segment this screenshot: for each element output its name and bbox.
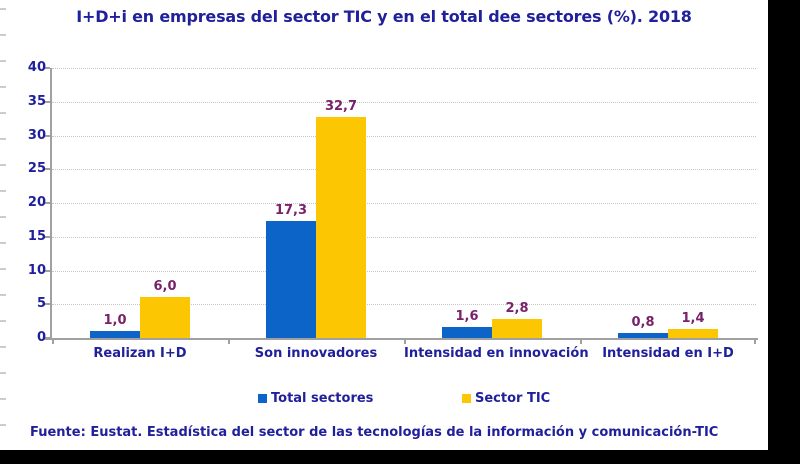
gridline-25	[52, 169, 756, 171]
y-axis-label: 40	[27, 60, 46, 75]
x-axis-tick	[580, 340, 582, 344]
bar-total-sectores	[618, 333, 668, 338]
bottom-black-mask	[0, 450, 800, 464]
category-label: Intensidad en I+D	[602, 346, 734, 361]
y-axis-label: 25	[27, 161, 46, 177]
bar-total-sectores	[442, 327, 492, 338]
legend-item-sector-tic: Sector TIC	[462, 389, 550, 407]
bar-sector-tic	[316, 117, 366, 338]
bar-sector-tic	[492, 319, 542, 338]
category-label: Realizan I+D	[93, 346, 187, 361]
left-edge-tick	[0, 216, 6, 218]
y-axis-tick	[44, 269, 50, 272]
y-axis-tick	[44, 202, 50, 204]
left-edge-tick	[0, 34, 6, 36]
left-edge-tick	[0, 398, 6, 400]
x-axis-tick	[754, 340, 756, 344]
left-edge-tick	[0, 372, 6, 374]
left-edge-tick	[0, 60, 6, 62]
right-black-mask	[768, 0, 800, 464]
gridline-15	[52, 236, 756, 238]
y-axis-label: 0	[36, 330, 46, 345]
left-edge-tick	[0, 242, 6, 244]
y-axis-label: 15	[27, 228, 46, 244]
category-label: Son innovadores	[254, 346, 378, 361]
y-axis-label: 20	[27, 195, 46, 210]
bar-sector-tic	[140, 297, 190, 338]
gridline-35	[52, 101, 756, 103]
gridline-10	[52, 270, 756, 272]
chart-legend: Total sectores Sector TIC	[0, 389, 768, 407]
gridline-30	[52, 135, 756, 137]
y-axis-label: 10	[27, 262, 46, 278]
bar-sector-tic	[668, 329, 718, 338]
y-axis-tick	[44, 168, 50, 171]
bar-value-label: 6,0	[153, 279, 177, 294]
gridline-20	[52, 203, 756, 204]
bar-total-sectores	[90, 331, 140, 338]
left-edge-tick	[0, 294, 6, 296]
left-edge-tick	[0, 112, 6, 114]
y-axis-tick	[44, 337, 50, 339]
gridline-5	[52, 304, 756, 306]
y-axis-tick	[44, 303, 50, 306]
y-axis-tick	[44, 67, 50, 69]
left-edge-tick	[0, 86, 6, 88]
legend-label: Sector TIC	[475, 390, 551, 406]
legend-label: Total sectores	[271, 390, 374, 406]
left-edge-tick	[0, 320, 6, 322]
bar-value-label: 2,8	[505, 301, 529, 316]
x-axis-tick	[52, 340, 54, 344]
legend-swatch-blue	[258, 393, 267, 403]
y-axis-tick	[44, 235, 50, 238]
y-axis-label: 5	[36, 296, 46, 312]
left-edge-tick	[0, 190, 6, 192]
source-note: Fuente: Eustat. Estadística del sector d…	[30, 425, 719, 440]
left-edge-tick	[0, 268, 6, 270]
y-axis-line	[50, 68, 52, 340]
x-axis-tick	[228, 340, 230, 344]
left-edge-tick	[0, 164, 6, 166]
bar-value-label: 1,4	[681, 311, 705, 326]
y-axis-tick	[44, 134, 50, 137]
bar-total-sectores	[266, 221, 316, 338]
gridline-40	[52, 68, 756, 69]
chart-title: I+D+i en empresas del sector TIC y en el…	[76, 7, 692, 26]
category-label: Intensidad en innovación	[404, 346, 589, 361]
bar-value-label: 32,7	[324, 99, 358, 114]
left-edge-tick	[0, 138, 6, 140]
y-axis-label: 30	[27, 127, 46, 143]
legend-item-total-sectores: Total sectores	[258, 389, 373, 407]
bar-value-label: 1,0	[103, 313, 127, 328]
left-edge-tick	[0, 346, 6, 348]
bar-chart-plot-area: 0 5 10 15 20 25 30 35 40 1,0 6,0 Realizan I+D 17,3 32…	[28, 61, 758, 361]
legend-swatch-yellow	[462, 393, 471, 403]
left-edge-tick	[0, 8, 6, 10]
bar-value-label: 0,8	[631, 315, 655, 330]
left-edge-tick	[0, 424, 6, 426]
x-axis-tick	[404, 340, 406, 344]
y-axis-label: 35	[27, 93, 46, 109]
bar-value-label: 17,3	[274, 203, 308, 218]
y-axis-tick	[44, 100, 50, 103]
x-axis-line	[44, 338, 758, 340]
bar-value-label: 1,6	[455, 309, 479, 324]
